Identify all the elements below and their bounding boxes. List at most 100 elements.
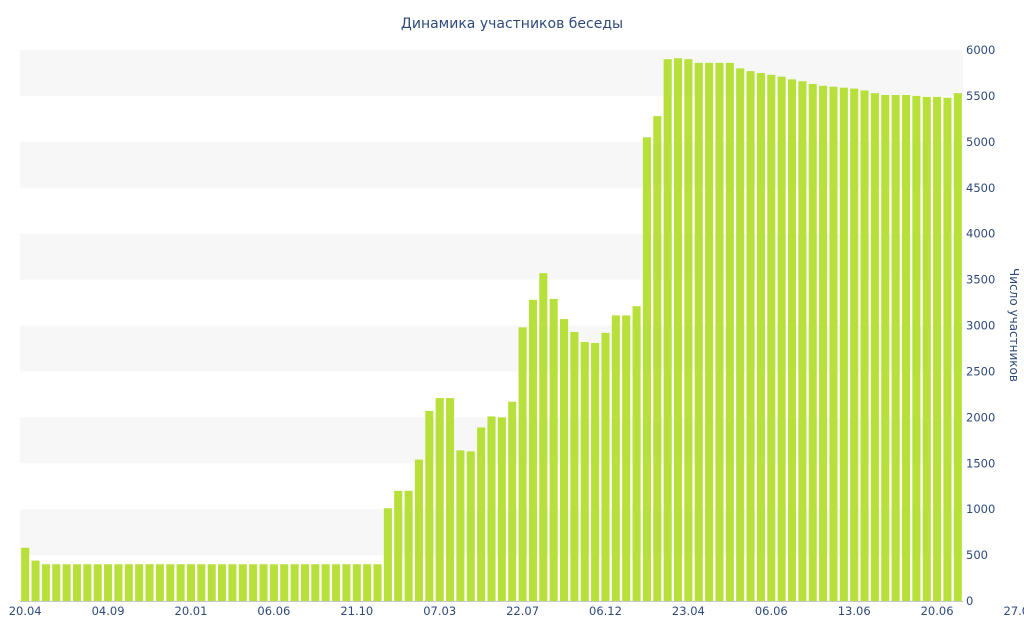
- y-tick-label: 4000: [966, 227, 995, 241]
- bar: [332, 564, 341, 601]
- bar: [62, 564, 71, 601]
- bar: [819, 85, 828, 601]
- x-tick-label: 13.06: [838, 604, 871, 618]
- bar: [425, 410, 434, 601]
- y-tick-label: 1500: [966, 456, 995, 470]
- x-tick-label: 06.06: [257, 604, 290, 618]
- bar: [383, 508, 392, 601]
- bar: [912, 95, 921, 602]
- bar: [93, 564, 102, 601]
- bar: [953, 93, 962, 601]
- x-tick-label: 20.04: [9, 604, 42, 618]
- bar: [560, 319, 569, 601]
- bar: [207, 564, 216, 601]
- bar: [124, 564, 133, 601]
- bar: [155, 564, 164, 601]
- bar: [404, 490, 413, 601]
- x-tick-label: 23.04: [672, 604, 705, 618]
- y-tick-label: 6000: [966, 43, 995, 57]
- bar: [580, 342, 589, 601]
- bar: [435, 398, 444, 601]
- bar: [881, 95, 890, 601]
- x-tick-label: 22.07: [506, 604, 539, 618]
- bar: [249, 564, 258, 601]
- bar: [114, 564, 123, 601]
- x-axis: 20.04 04.09 20.01 06.06 21.10 07.03 22.07 06.12…: [9, 601, 1024, 618]
- y-tick-label: 0: [966, 594, 973, 608]
- bar-series: [21, 58, 962, 602]
- bar: [601, 332, 610, 601]
- bar: [31, 560, 40, 601]
- bar: [705, 62, 714, 602]
- bar: [777, 76, 786, 601]
- bar: [104, 564, 113, 601]
- chart-title: Динамика участников беседы: [401, 16, 623, 32]
- bar: [414, 459, 423, 601]
- bar: [891, 95, 900, 601]
- x-tick-label: 07.03: [423, 604, 456, 618]
- bar: [518, 327, 527, 601]
- bar: [829, 86, 838, 602]
- bar: [839, 87, 848, 601]
- x-tick-label: 20.06: [921, 604, 954, 618]
- bar: [746, 71, 755, 602]
- bar: [756, 72, 765, 601]
- bar: [736, 68, 745, 602]
- bar: [694, 62, 703, 602]
- bar: [280, 564, 289, 601]
- bar: [321, 564, 330, 601]
- bar: [725, 62, 734, 602]
- bar: [342, 564, 351, 601]
- bar: [497, 417, 506, 601]
- bar: [642, 137, 651, 602]
- y-tick-label: 2500: [966, 364, 995, 378]
- bar: [653, 116, 662, 602]
- bar: [487, 416, 496, 601]
- y-tick-label: 500: [966, 548, 988, 562]
- bar: [798, 81, 807, 602]
- bar: [352, 564, 361, 601]
- bar: [933, 96, 942, 601]
- bar: [176, 564, 185, 601]
- x-tick-label: 21.10: [340, 604, 373, 618]
- y-tick-label: 2000: [966, 410, 995, 424]
- bar: [186, 564, 196, 601]
- bar: [622, 315, 631, 601]
- bar: [860, 90, 869, 601]
- x-tick-label: 04.09: [92, 604, 125, 618]
- y-tick-label: 3500: [966, 273, 995, 287]
- bar: [269, 564, 278, 601]
- bar: [83, 564, 92, 601]
- y-tick-label: 5500: [966, 89, 995, 103]
- bar: [808, 83, 817, 602]
- bar: [218, 564, 227, 601]
- bar: [145, 564, 154, 601]
- bar: [197, 564, 206, 601]
- bar: [446, 398, 455, 601]
- bar: [477, 427, 486, 601]
- y-tick-label: 1000: [966, 502, 995, 516]
- bar: [238, 564, 247, 601]
- bar: [611, 315, 620, 601]
- y-axis: 0 500 1000 1500 2000 2500 3000 3500 4000 4500 5000…: [966, 43, 995, 608]
- y-tick-label: 3000: [966, 319, 995, 333]
- bar: [52, 564, 61, 601]
- y-axis-title: Число участников: [1007, 268, 1021, 382]
- bar: [72, 564, 82, 601]
- bar: [870, 93, 879, 601]
- bar: [539, 273, 548, 601]
- x-tick-label: 06.06: [755, 604, 788, 618]
- x-tick-label: 20.01: [175, 604, 208, 618]
- bar: [528, 299, 537, 601]
- bar: [591, 342, 600, 601]
- bar: [300, 564, 310, 601]
- bar: [228, 564, 237, 601]
- bar: [715, 62, 724, 602]
- x-tick-label: 06.12: [589, 604, 622, 618]
- bar: [394, 490, 403, 601]
- bar: [363, 564, 372, 601]
- y-tick-label: 5000: [966, 135, 995, 149]
- bar: [922, 96, 931, 601]
- bar: [663, 59, 672, 602]
